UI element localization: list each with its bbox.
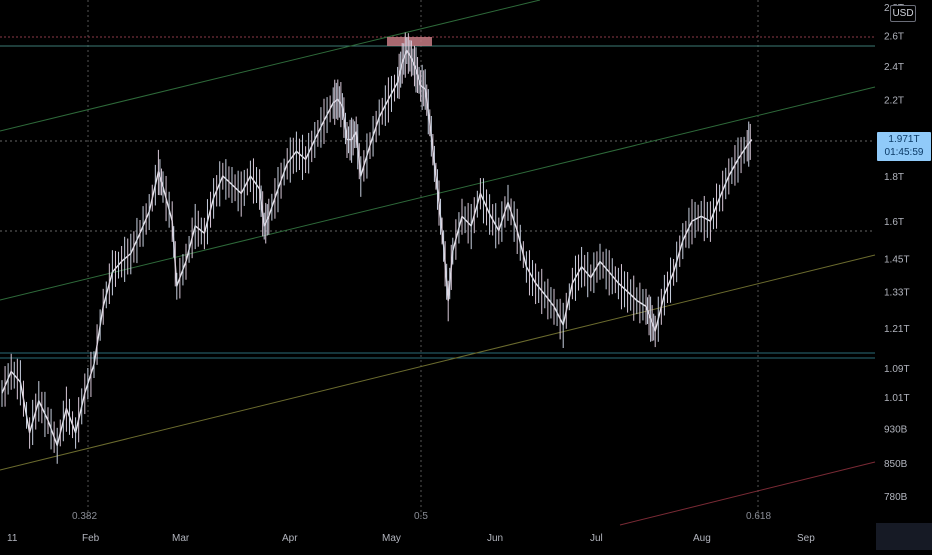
currency-badge[interactable]: USD [890, 5, 916, 22]
x-tick-label: Jun [487, 533, 503, 544]
y-tick-label: 1.45T [884, 255, 910, 266]
axis-corner [876, 523, 932, 550]
x-tick-label: Sep [797, 533, 815, 544]
y-tick-label: 930B [884, 425, 908, 436]
x-axis-band [0, 527, 875, 550]
y-tick-label: 2.6T [884, 31, 904, 42]
x-tick-label: Aug [693, 533, 711, 544]
y-tick-label: 2.4T [884, 62, 904, 73]
x-tick-label: 11 [7, 533, 18, 544]
y-tick-label: 1.01T [884, 393, 910, 404]
x-tick-label: Apr [282, 533, 298, 544]
y-tick-label: 1.09T [884, 364, 910, 375]
fib-label: 0.5 [414, 511, 428, 522]
x-tick-label: Feb [82, 533, 100, 544]
lower-trend-line [619, 461, 876, 526]
channel-bottom-line [0, 254, 876, 471]
price-candles [1, 32, 751, 464]
current-price-tag: 1.971T 01:45:59 [877, 132, 931, 161]
x-tick-label: Mar [172, 533, 190, 544]
x-tick-label: Jul [590, 533, 603, 544]
countdown-timer: 01:45:59 [884, 147, 924, 158]
y-tick-label: 1.8T [884, 172, 904, 183]
y-tick-label: 2.2T [884, 95, 904, 106]
channel-top-line [0, 0, 541, 132]
x-tick-label: May [382, 533, 401, 544]
current-price-value: 1.971T [888, 134, 920, 145]
y-tick-label: 1.33T [884, 288, 910, 299]
fib-label: 0.382 [72, 511, 97, 522]
y-tick-label: 780B [884, 492, 908, 503]
y-tick-label: 1.6T [884, 217, 904, 228]
fib-label: 0.618 [746, 511, 771, 522]
y-tick-label: 850B [884, 459, 908, 470]
x-axis: 11 Feb Mar Apr May Jun Jul Aug Sep [7, 533, 815, 544]
y-tick-label: 1.21T [884, 324, 910, 335]
